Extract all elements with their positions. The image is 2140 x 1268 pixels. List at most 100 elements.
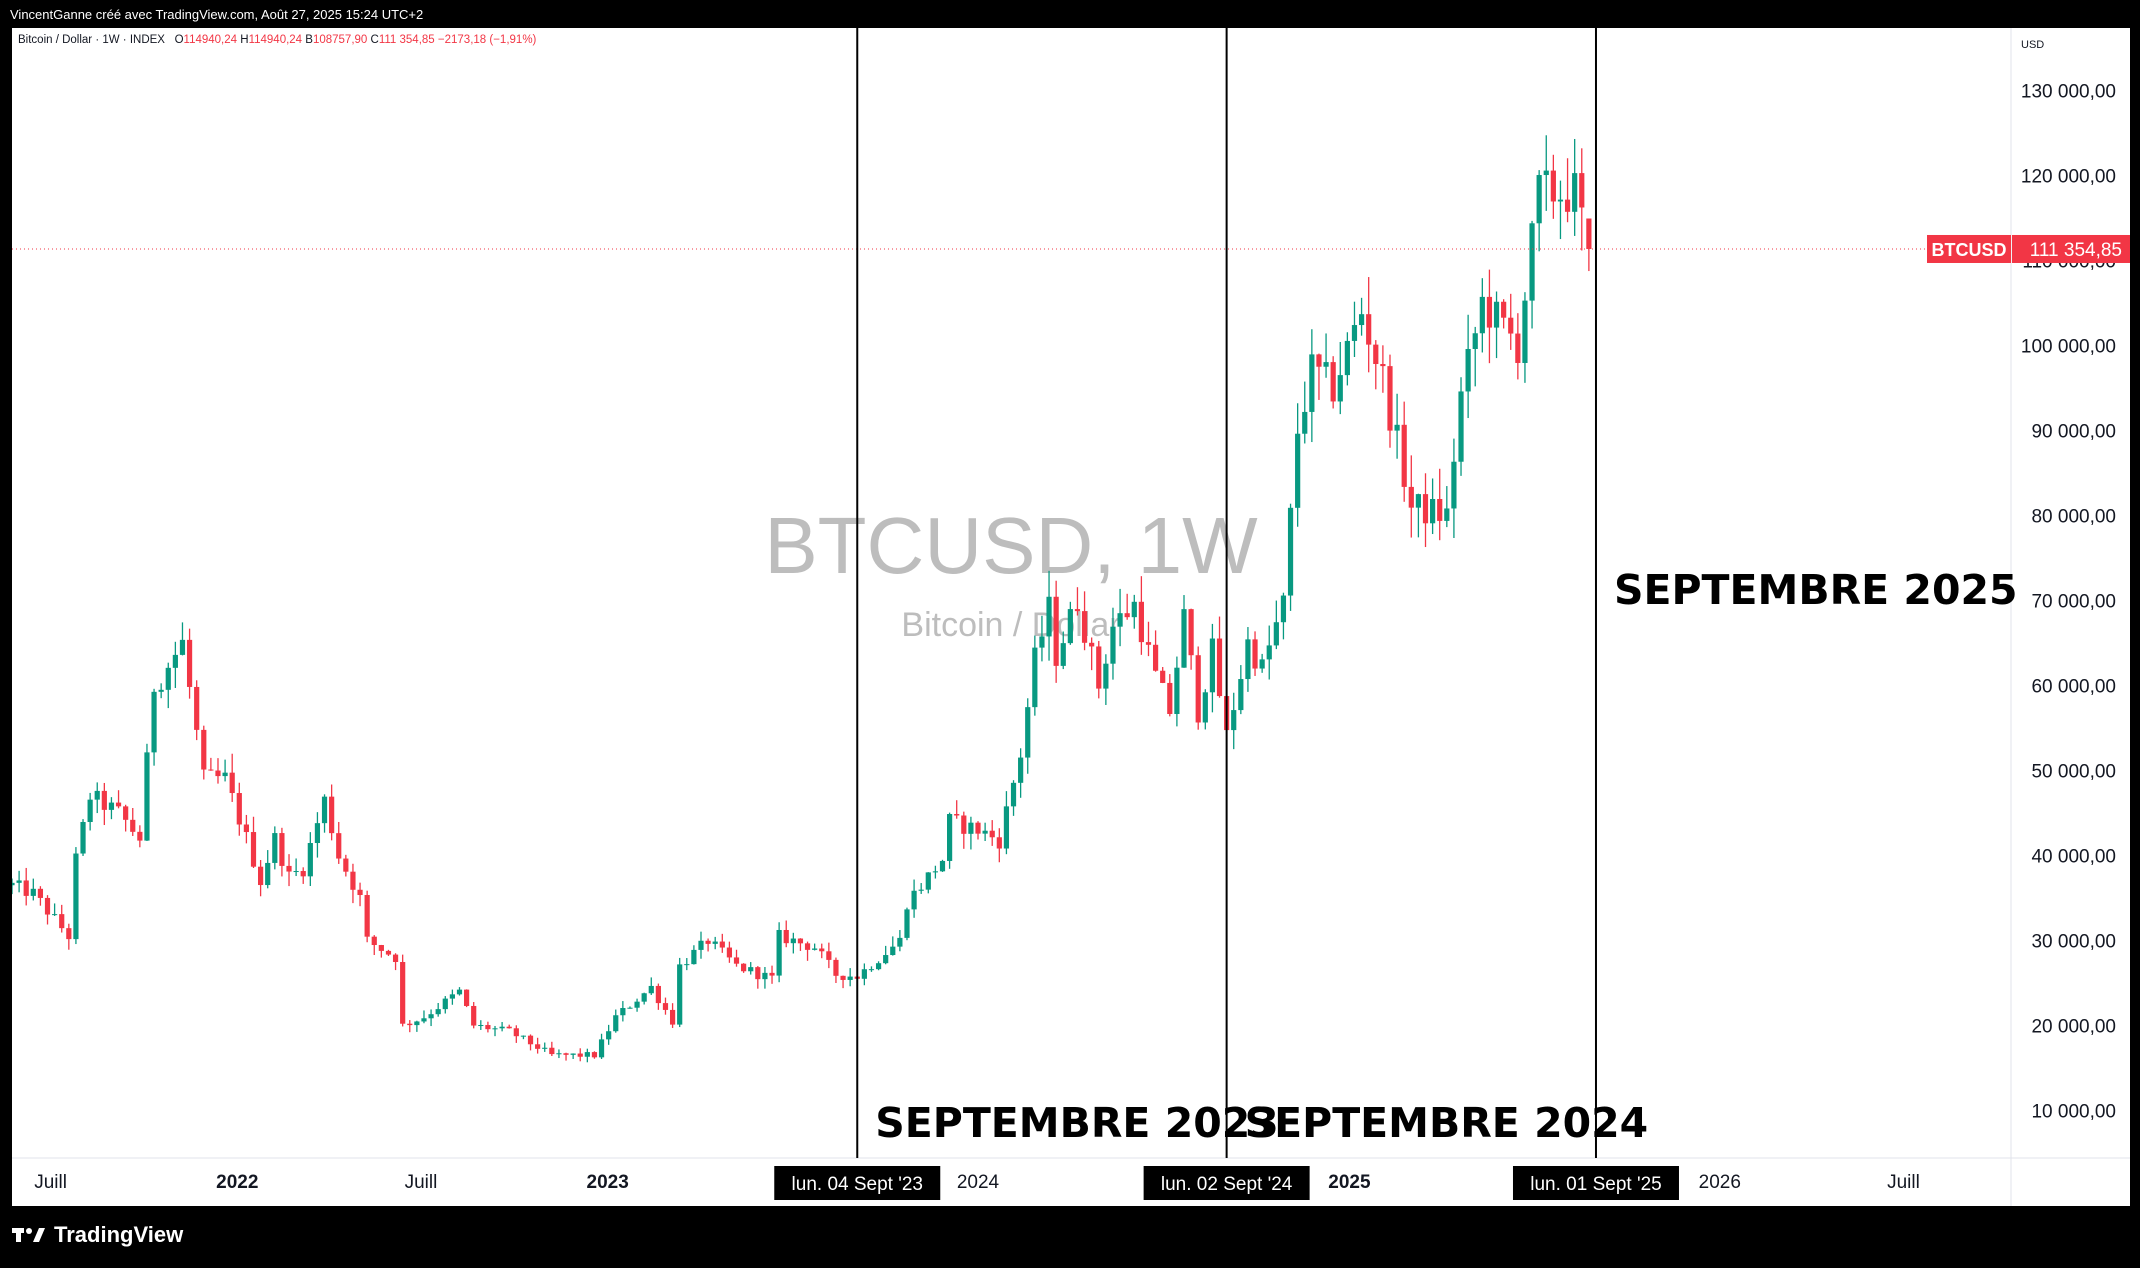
candle-body <box>1018 757 1024 783</box>
candle-body <box>1380 364 1386 367</box>
candle-body <box>1522 300 1528 363</box>
candle <box>130 808 136 836</box>
candle <box>1131 594 1137 629</box>
candle-body <box>1046 596 1052 637</box>
price-tick-label: 20 000,00 <box>2031 1017 2116 1038</box>
candle <box>286 854 292 887</box>
candle-body <box>1209 638 1216 693</box>
candle <box>1387 354 1393 448</box>
candle <box>272 826 278 870</box>
candle-body <box>947 814 953 861</box>
candle <box>307 832 313 886</box>
candle <box>769 965 775 984</box>
candle-body <box>1067 609 1073 644</box>
candle <box>52 903 58 916</box>
candle-body <box>954 814 960 816</box>
price-tick-label: 10 000,00 <box>2031 1102 2116 1123</box>
candle <box>549 1041 555 1057</box>
september-annotation: SEPTEMBRE 2023 <box>875 1099 1279 1147</box>
candle <box>1174 656 1180 727</box>
price-tick-label: 120 000,00 <box>2021 167 2116 188</box>
candle <box>598 1033 605 1060</box>
candle-body <box>1273 622 1279 646</box>
chart-panel[interactable]: BTCUSD, 1W Bitcoin / Dollar USD 130 000,0… <box>12 28 2130 1206</box>
legend-close-value: 111 354,85 <box>378 34 435 46</box>
candle <box>1010 780 1017 816</box>
candle-body <box>186 639 193 687</box>
time-tick-label: 2023 <box>587 1172 629 1193</box>
candle-body <box>471 1005 477 1026</box>
candle-body <box>428 1014 434 1019</box>
candle <box>499 1022 505 1032</box>
candle <box>883 945 889 965</box>
candle-body <box>783 929 789 944</box>
candle <box>1444 486 1450 528</box>
candle <box>1309 329 1315 443</box>
candle <box>350 863 356 904</box>
candle-body <box>883 955 889 964</box>
candle <box>485 1021 491 1033</box>
candle-body <box>378 945 384 951</box>
time-tick-label: Juill <box>405 1172 438 1193</box>
watermark-subtitle: Bitcoin / Dollar <box>901 606 1120 644</box>
time-tick-label: Juill <box>34 1172 67 1193</box>
candle <box>1252 631 1258 676</box>
candle <box>968 816 974 850</box>
candle <box>1209 623 1216 713</box>
candle <box>414 1020 420 1032</box>
candle-body <box>968 822 974 834</box>
candle <box>712 936 718 950</box>
candle-body <box>961 815 967 834</box>
candle-body <box>456 989 463 995</box>
candle <box>669 1003 676 1028</box>
candle <box>1295 403 1301 527</box>
candle <box>1557 180 1564 240</box>
candle-body <box>449 994 455 999</box>
candle <box>939 859 946 872</box>
candle <box>343 854 349 877</box>
candle <box>492 1025 498 1037</box>
candle <box>1458 377 1464 476</box>
candle <box>1501 299 1507 329</box>
candle <box>385 949 392 957</box>
candle-body <box>1195 655 1201 723</box>
candle-body <box>662 1003 669 1010</box>
candles-group <box>12 135 1592 1063</box>
candle-body <box>1444 508 1450 521</box>
candle-body <box>364 895 370 937</box>
candle-body <box>563 1053 569 1055</box>
candle-body <box>897 937 903 947</box>
candle-body <box>627 1007 633 1009</box>
candle-body <box>655 985 661 1004</box>
candle <box>400 954 406 1027</box>
candle <box>1579 148 1585 251</box>
candle-body <box>371 936 377 946</box>
candle <box>776 922 782 983</box>
candle <box>421 1010 427 1024</box>
candle-body <box>108 802 115 810</box>
candle-body <box>265 862 271 886</box>
candle-body <box>1003 806 1010 849</box>
candle-body <box>1302 411 1308 434</box>
candle <box>364 890 370 943</box>
candle <box>258 859 264 897</box>
candle <box>321 794 328 833</box>
legend-high-label: H <box>240 34 249 46</box>
candle-body <box>1295 433 1301 508</box>
candle-body <box>1543 170 1549 176</box>
candlestick-chart[interactable]: BTCUSD, 1W Bitcoin / Dollar USD 130 000,0… <box>12 28 2130 1206</box>
candle-body <box>1564 199 1571 212</box>
price-axis-bg <box>2011 28 2130 1206</box>
candle-body <box>293 871 299 873</box>
candle <box>463 989 470 1008</box>
candle-body <box>904 909 910 938</box>
candle <box>648 977 654 995</box>
candle-body <box>591 1052 598 1058</box>
candle-body <box>556 1053 562 1055</box>
candle-body <box>513 1028 519 1037</box>
candle <box>556 1049 562 1059</box>
tradingview-branding[interactable]: TradingView <box>12 1222 183 1248</box>
candle <box>1479 278 1485 353</box>
candle-body <box>1280 595 1287 623</box>
candle-body <box>250 832 257 867</box>
